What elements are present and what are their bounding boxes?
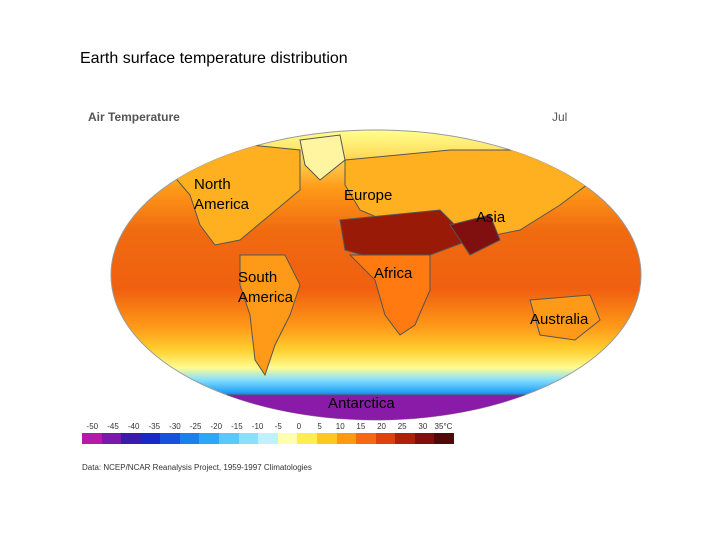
legend-tick: 30 [418, 422, 428, 431]
legend-swatch [356, 433, 376, 444]
legend-tick: 0 [296, 422, 302, 431]
legend-tick: 25 [397, 422, 407, 431]
legend-swatch [375, 433, 396, 444]
legend-tick: -50 [86, 422, 99, 431]
slide-title: Earth surface temperature distribution [80, 50, 348, 67]
legend-swatch [101, 433, 122, 444]
legend-tick: -45 [107, 422, 119, 431]
legend-tick: 10 [335, 422, 345, 431]
legend-tick: -40 [127, 422, 140, 431]
legend-swatch [121, 433, 141, 444]
legend-tick: -10 [251, 422, 264, 431]
legend-swatch [316, 433, 337, 444]
map-month-label: Jul [552, 110, 568, 124]
legend-tick: 20 [377, 422, 386, 431]
label-asia: Asia [476, 209, 506, 226]
africa-landmass [348, 254, 431, 336]
legend-tick: -5 [274, 422, 282, 431]
legend-swatch [219, 433, 239, 444]
legend-tick: 15 [356, 422, 366, 431]
legend-swatch [414, 433, 435, 444]
legend-swatch [82, 433, 102, 444]
legend-swatch [238, 433, 259, 444]
label-north-america: North America [194, 176, 250, 213]
legend-swatch [395, 433, 415, 444]
north-america-landmass [159, 144, 301, 246]
label-south-america: South America [238, 269, 294, 306]
legend-swatch [277, 433, 298, 444]
temperature-legend: -50 -45 -40 -35 -30 -25 -20 -15 -10 -5 0 5 10 15 20 25 3… [82, 422, 454, 444]
legend-swatch [140, 433, 161, 444]
legend-swatch [434, 433, 454, 444]
legend-swatch [297, 433, 317, 444]
label-antarctica: Antarctica [328, 395, 395, 412]
legend-tick: -30 [169, 422, 181, 431]
legend-swatch [179, 433, 200, 444]
label-australia: Australia [530, 311, 589, 328]
legend-tick: 5 [317, 422, 322, 431]
legend-swatch [160, 433, 180, 444]
legend-swatch [258, 433, 278, 444]
legend-tick: -25 [189, 422, 202, 431]
map-variable-label: Air Temperature [88, 110, 180, 124]
arabia-hot-zone [449, 214, 501, 256]
legend-swatch [199, 433, 220, 444]
legend-tick: -20 [210, 422, 223, 431]
south-america-landmass [239, 254, 301, 377]
data-source-note: Data: NCEP/NCAR Reanalysis Project, 1959… [82, 463, 312, 472]
legend-swatch [336, 433, 357, 444]
greenland-landmass [299, 134, 346, 181]
legend-ticks: -50 -45 -40 -35 -30 -25 -20 -15 -10 -5 0 5 10 15 20 25 3… [82, 422, 454, 431]
legend-tick: -15 [231, 422, 243, 431]
legend-tick: -35 [148, 422, 161, 431]
label-europe: Europe [344, 187, 393, 204]
label-africa: Africa [374, 265, 413, 282]
legend-tick: 35°C [434, 422, 453, 431]
australia-landmass [529, 294, 601, 341]
legend-color-bar [82, 433, 454, 444]
